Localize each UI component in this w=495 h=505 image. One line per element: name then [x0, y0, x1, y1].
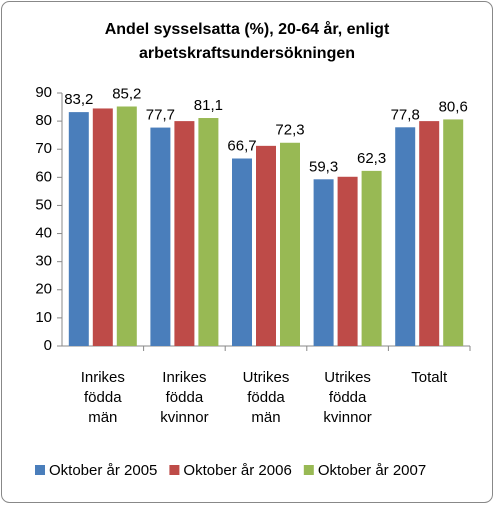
- bar: [68, 112, 89, 346]
- x-tick-label: Totalt: [411, 369, 448, 386]
- x-tick-line: Utrikes: [243, 369, 290, 386]
- legend-swatch: [35, 465, 45, 475]
- y-tick-label: 10: [35, 309, 52, 326]
- x-tick-label: Inrikes födda män: [81, 369, 125, 426]
- y-tick-label: 20: [35, 281, 52, 298]
- value-label: 81,1: [194, 97, 223, 114]
- x-tick-label: Inrikes födda kvinnor: [160, 369, 208, 426]
- x-tick-line: kvinnor: [160, 409, 208, 426]
- bar: [198, 118, 219, 346]
- bar: [337, 176, 358, 346]
- bar: [174, 121, 195, 346]
- bar: [395, 127, 416, 346]
- bar: [232, 158, 252, 346]
- value-label: 62,3: [357, 150, 386, 167]
- x-tick-line: Inrikes: [81, 369, 125, 386]
- value-label: 85,2: [112, 85, 141, 102]
- x-tick-line: födda: [329, 389, 367, 406]
- y-tick-label: 80: [35, 112, 52, 129]
- bar: [313, 179, 334, 346]
- legend-label: Oktober år 2006: [183, 462, 291, 479]
- bar: [280, 142, 300, 346]
- bar: [150, 127, 171, 347]
- x-tick-line: Utrikes: [324, 369, 371, 386]
- value-label: 83,2: [64, 91, 93, 108]
- y-tick-label: 70: [35, 140, 52, 157]
- legend-swatch: [303, 465, 314, 475]
- value-label: 59,3: [309, 158, 338, 175]
- chart-title: arbetskraftsundersökningen: [139, 45, 355, 62]
- x-tick-label: Utrikes födda män: [243, 369, 290, 426]
- x-tick-line: födda: [247, 389, 285, 406]
- legend-label: Oktober år 2007: [318, 462, 426, 479]
- y-tick-label: 60: [35, 168, 52, 185]
- bar: [443, 119, 464, 347]
- y-tick-label: 0: [44, 337, 52, 354]
- bar: [116, 106, 137, 346]
- bar: [92, 108, 113, 346]
- y-tick-label: 90: [35, 84, 52, 101]
- x-tick-line: män: [88, 409, 117, 426]
- value-label: 72,3: [275, 122, 304, 139]
- chart-title: Andel sysselsatta (%), 20-64 år, enligt: [105, 20, 390, 38]
- value-label: 77,8: [391, 106, 420, 123]
- x-tick-label: Utrikes födda kvinnor: [323, 369, 371, 426]
- x-tick-line: Totalt: [411, 369, 448, 386]
- x-tick-line: män: [251, 409, 280, 426]
- x-tick-line: kvinnor: [323, 409, 371, 426]
- y-tick-label: 30: [35, 253, 52, 270]
- x-tick-line: födda: [166, 389, 204, 406]
- y-tick-label: 40: [35, 225, 52, 242]
- x-tick-line: födda: [84, 389, 122, 406]
- bar: [256, 145, 276, 346]
- y-tick-label: 50: [35, 196, 52, 213]
- legend-swatch: [169, 465, 180, 475]
- value-label: 80,6: [439, 98, 468, 115]
- bar: [419, 121, 440, 346]
- x-tick-line: Inrikes: [162, 369, 206, 386]
- bar: [361, 170, 382, 346]
- value-label: 66,7: [227, 137, 256, 154]
- value-label: 77,7: [146, 107, 175, 124]
- legend-label: Oktober år 2005: [49, 462, 157, 479]
